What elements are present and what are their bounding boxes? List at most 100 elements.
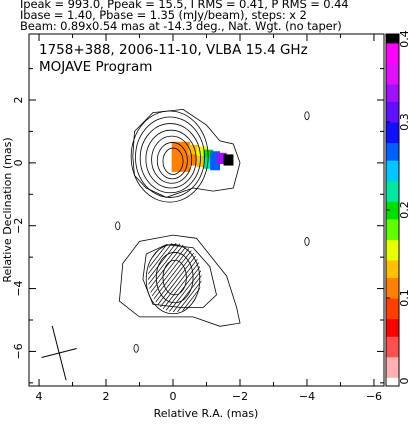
colorbar-segment [386, 198, 399, 202]
colorbar-tick-label: 0.3 [398, 113, 409, 131]
polarization-pixel [196, 155, 207, 168]
colorbar-segment [386, 312, 399, 317]
colorbar-segment [386, 75, 399, 79]
y-axis-title: Relative Declination (mas) [1, 137, 14, 282]
colorbar-segment [386, 224, 399, 229]
colorbar-segment [386, 54, 399, 59]
colorbar-segment [386, 80, 399, 85]
colorbar-segment [386, 365, 399, 369]
colorbar-segment [386, 119, 399, 123]
hatch-line [164, 243, 202, 313]
hatch-line [181, 243, 202, 313]
plot-frame [28, 33, 385, 387]
south-mid-contour [142, 244, 217, 308]
colorbar-segment [386, 303, 399, 308]
polarization-pixel [203, 157, 214, 169]
colorbar-segment [386, 122, 399, 126]
colorbar-segment [386, 236, 399, 240]
south-contour [145, 244, 201, 315]
colorbar-segment [386, 154, 399, 158]
colorbar-segment [386, 362, 399, 367]
colorbar-segment [386, 292, 399, 296]
colorbar-segment [386, 336, 399, 340]
beam-minor-axis [41, 348, 77, 358]
colorbar-segment [386, 89, 399, 94]
colorbar-segment [386, 51, 399, 56]
colorbar-segment [386, 215, 399, 220]
hatch-line [193, 243, 202, 313]
colorbar-tick-label: 0 [398, 378, 409, 385]
colorbar-segment [386, 251, 399, 255]
hatch-line [147, 243, 181, 313]
colorbar-segment [386, 168, 399, 173]
polarization-pixel [196, 146, 207, 158]
colorbar-segment [386, 136, 399, 141]
colorbar-segment [386, 192, 399, 196]
colorbar-segment [386, 92, 399, 97]
polarization-pixel [188, 144, 199, 157]
colorbar-segment [386, 86, 399, 91]
colorbar-segment [386, 289, 399, 293]
colorbar-segment [386, 63, 399, 67]
colorbar-segment [386, 353, 399, 358]
x-tick-label: −6 [366, 390, 382, 403]
x-tick-label: 4 [36, 390, 43, 403]
core-contour [162, 147, 184, 175]
hatch-line [147, 243, 160, 313]
core-outer-contour [132, 108, 241, 198]
hatch-line [177, 243, 202, 313]
plot-title: 1758+388, 2006-11-10, VLBA 15.4 GHz [39, 42, 308, 58]
beam-marker [41, 325, 77, 381]
colorbar-segment [386, 104, 399, 108]
colorbar-segment [386, 60, 399, 64]
y-tick-label: −4 [12, 280, 25, 296]
polarization-pixel [188, 154, 199, 166]
hatch-line [147, 243, 169, 313]
colorbar-segment [386, 69, 399, 73]
colorbar-segment [386, 280, 399, 284]
colorbar-segment [386, 78, 399, 82]
y-tick-label: −2 [12, 218, 25, 234]
colorbar-segment [386, 350, 399, 355]
core-contour [156, 142, 188, 180]
colorbar-segment [386, 339, 399, 343]
core-contour [145, 129, 197, 189]
hatch-line [147, 243, 185, 313]
colorbar-segment [386, 286, 399, 290]
hatch-line [185, 243, 202, 313]
colorbar-segment [386, 347, 399, 352]
colorbar-segment [386, 344, 399, 349]
hatch-line [168, 243, 202, 313]
core-contour [135, 116, 205, 198]
colorbar-segment [386, 248, 399, 252]
colorbar-segment [386, 180, 399, 185]
colorbar-segment [386, 330, 399, 334]
colorbar-segment [386, 212, 399, 217]
y-tick-label: −6 [12, 343, 25, 359]
polarization-pixel [210, 159, 221, 171]
y-tick-label: 0 [12, 159, 25, 166]
colorbar-segment [386, 207, 399, 211]
colorbar-segment [386, 116, 399, 120]
colorbar-segment [386, 274, 399, 279]
axis-ticks [29, 34, 384, 386]
colorbar-segment [386, 268, 399, 273]
x-tick-label: −2 [232, 390, 248, 403]
colorbar-segment [386, 356, 399, 361]
noise-contour [304, 111, 310, 121]
colorbar-segment [386, 371, 399, 375]
colorbar-segment [386, 295, 399, 299]
polarization-pixel [180, 151, 190, 163]
x-tick-label: 2 [103, 390, 110, 403]
hatch-line [198, 243, 202, 313]
colorbar-segment [386, 124, 399, 129]
header-line-2: Ibase = 1.40, Pbase = 1.35 (mJy/beam), s… [20, 8, 307, 22]
header-line-1: Ipeak = 993.0, Ppeak = 15.5, I RMS = 0.4… [20, 0, 349, 11]
colorbar-segment [386, 183, 399, 188]
colorbar-segment [386, 130, 399, 135]
plot-subtitle: MOJAVE Program [39, 59, 152, 75]
colorbar-segment [386, 113, 399, 117]
core-contour [151, 135, 193, 184]
colorbar-segment [386, 227, 399, 232]
